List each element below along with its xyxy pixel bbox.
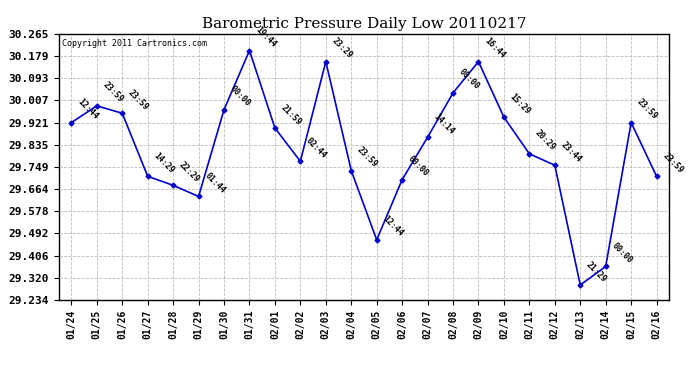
Text: 02:44: 02:44 <box>304 136 328 160</box>
Text: 00:00: 00:00 <box>457 68 481 92</box>
Text: 23:59: 23:59 <box>126 88 150 112</box>
Text: 20:29: 20:29 <box>533 128 558 153</box>
Text: Copyright 2011 Cartronics.com: Copyright 2011 Cartronics.com <box>61 39 207 48</box>
Text: 00:00: 00:00 <box>610 241 634 265</box>
Text: 00:00: 00:00 <box>406 154 431 178</box>
Text: 22:29: 22:29 <box>177 160 201 184</box>
Text: 12:44: 12:44 <box>381 214 405 238</box>
Text: 23:29: 23:29 <box>330 36 354 60</box>
Title: Barometric Pressure Daily Low 20110217: Barometric Pressure Daily Low 20110217 <box>201 17 526 31</box>
Text: 23:59: 23:59 <box>635 97 660 121</box>
Text: 21:29: 21:29 <box>584 260 609 284</box>
Text: 23:44: 23:44 <box>559 140 583 164</box>
Text: 15:29: 15:29 <box>508 92 532 116</box>
Text: 01:44: 01:44 <box>203 171 227 195</box>
Text: 12:44: 12:44 <box>75 97 99 121</box>
Text: 23:59: 23:59 <box>355 145 380 169</box>
Text: 23:59: 23:59 <box>661 151 684 175</box>
Text: 14:14: 14:14 <box>432 112 456 136</box>
Text: 21:59: 21:59 <box>279 103 303 127</box>
Text: 14:29: 14:29 <box>152 151 176 175</box>
Text: 19:44: 19:44 <box>254 25 277 49</box>
Text: 23:59: 23:59 <box>101 80 125 104</box>
Text: 00:00: 00:00 <box>228 84 253 108</box>
Text: 16:44: 16:44 <box>482 36 506 60</box>
